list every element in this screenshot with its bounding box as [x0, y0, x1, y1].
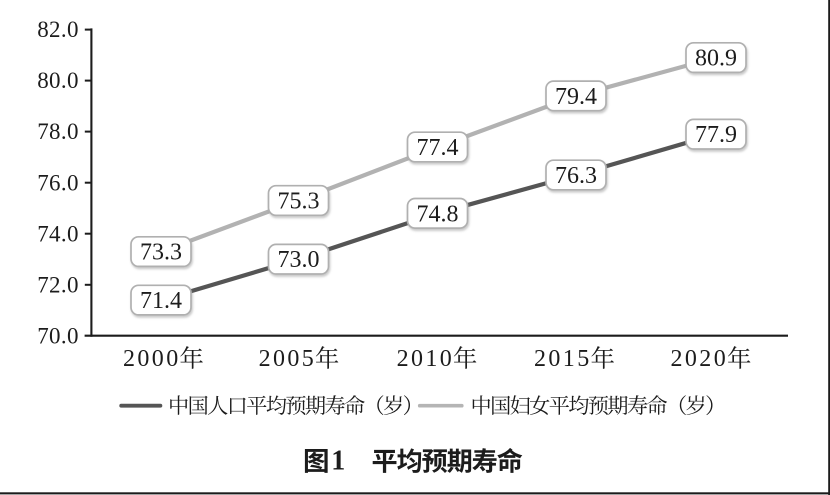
- svg-text:77.4: 77.4: [417, 135, 459, 161]
- svg-text:2005: 2005: [259, 346, 317, 372]
- svg-text:2000: 2000: [123, 346, 181, 372]
- svg-text:1: 1: [331, 446, 345, 477]
- svg-text:73.3: 73.3: [140, 240, 182, 266]
- svg-text:74.0: 74.0: [37, 221, 78, 246]
- svg-text:80.9: 80.9: [695, 46, 737, 72]
- svg-text:76.0: 76.0: [37, 170, 78, 195]
- svg-text:79.4: 79.4: [555, 84, 597, 110]
- svg-text:2020: 2020: [671, 346, 729, 372]
- svg-text:78.0: 78.0: [37, 119, 78, 144]
- svg-text:70.0: 70.0: [37, 323, 78, 348]
- svg-text:73.0: 73.0: [278, 247, 320, 273]
- svg-text:82.0: 82.0: [37, 17, 78, 42]
- svg-text:77.9: 77.9: [695, 122, 737, 148]
- svg-text:75.3: 75.3: [278, 189, 320, 215]
- svg-text:72.0: 72.0: [37, 272, 78, 297]
- svg-text:76.3: 76.3: [555, 163, 597, 189]
- svg-text:80.0: 80.0: [37, 68, 78, 93]
- svg-text:2010: 2010: [397, 346, 455, 372]
- svg-text:74.8: 74.8: [417, 201, 459, 227]
- svg-text:71.4: 71.4: [140, 288, 182, 314]
- svg-text:2015: 2015: [534, 346, 592, 372]
